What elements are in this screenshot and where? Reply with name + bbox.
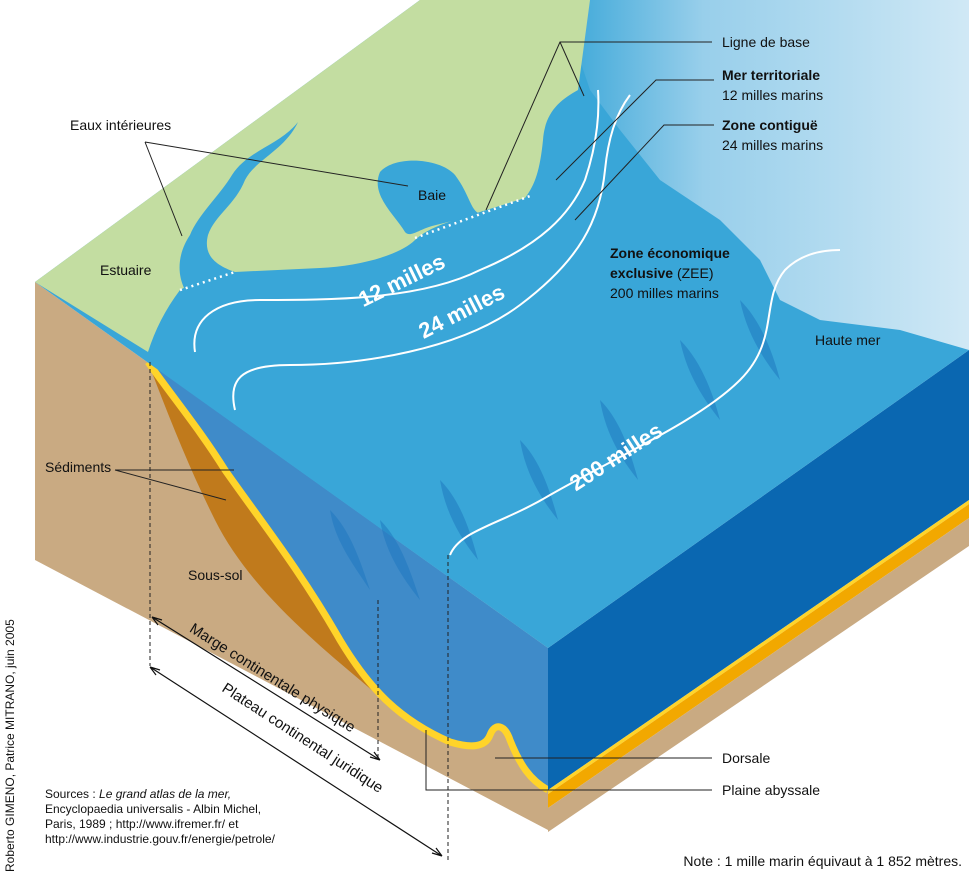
leader-lines [114,41,714,860]
limit-12 [193,89,600,353]
high-sea-label: Haute mer [815,332,881,348]
zone-title: Zone économique [610,245,730,261]
zone-detail: 24 milles marins [722,137,823,153]
bay [377,160,480,235]
sources-line: Sources : Le grand atlas de la mer, [45,787,231,801]
limit-24 [232,94,631,411]
zone-title: Zone contiguë [722,117,818,133]
crust-tan [548,518,969,832]
ocean-face [548,350,969,790]
estuary-label: Estuaire [100,262,152,278]
zone-title: exclusive [610,265,673,281]
seafloor [145,359,550,794]
land [35,0,590,352]
sources-prefix: Sources : [45,787,96,801]
block [35,0,969,832]
abyssal-label: Plaine abyssale [722,782,820,798]
ridge-label: Dorsale [722,750,770,766]
bay-label: Baie [418,187,446,203]
sources-line: Encyclopaedia universalis - Albin Michel… [45,802,261,816]
zone-detail: 12 milles marins [722,87,823,103]
sources-title: Le grand atlas de la mer, [99,787,231,801]
limit-200 [449,249,841,556]
credit: Roberto GIMENO, Patrice MITRANO, juin 20… [3,619,17,872]
sediments-label: Sédiments [45,459,111,475]
estuary-river [179,122,298,290]
sources-line: http://www.industrie.gouv.fr/energie/pet… [45,832,276,846]
crust-yellow [548,500,969,794]
baseline-label: Ligne de base [722,34,810,50]
sources-line: Paris, 1989 ; http://www.ifremer.fr/ et [45,817,239,831]
note: Note : 1 mille marin équivaut à 1 852 mè… [683,853,962,869]
zone-detail: 200 milles marins [610,285,719,301]
subsoil-label: Sous-sol [188,567,242,583]
zone-title-line: exclusive (ZEE) [610,265,714,281]
zone-suffix: (ZEE) [677,265,714,281]
inland-label: Eaux intérieures [70,117,171,133]
crust-orange [548,504,969,808]
high-sea [560,0,969,350]
baseline [179,194,531,292]
zone-title: Mer territoriale [722,67,820,83]
